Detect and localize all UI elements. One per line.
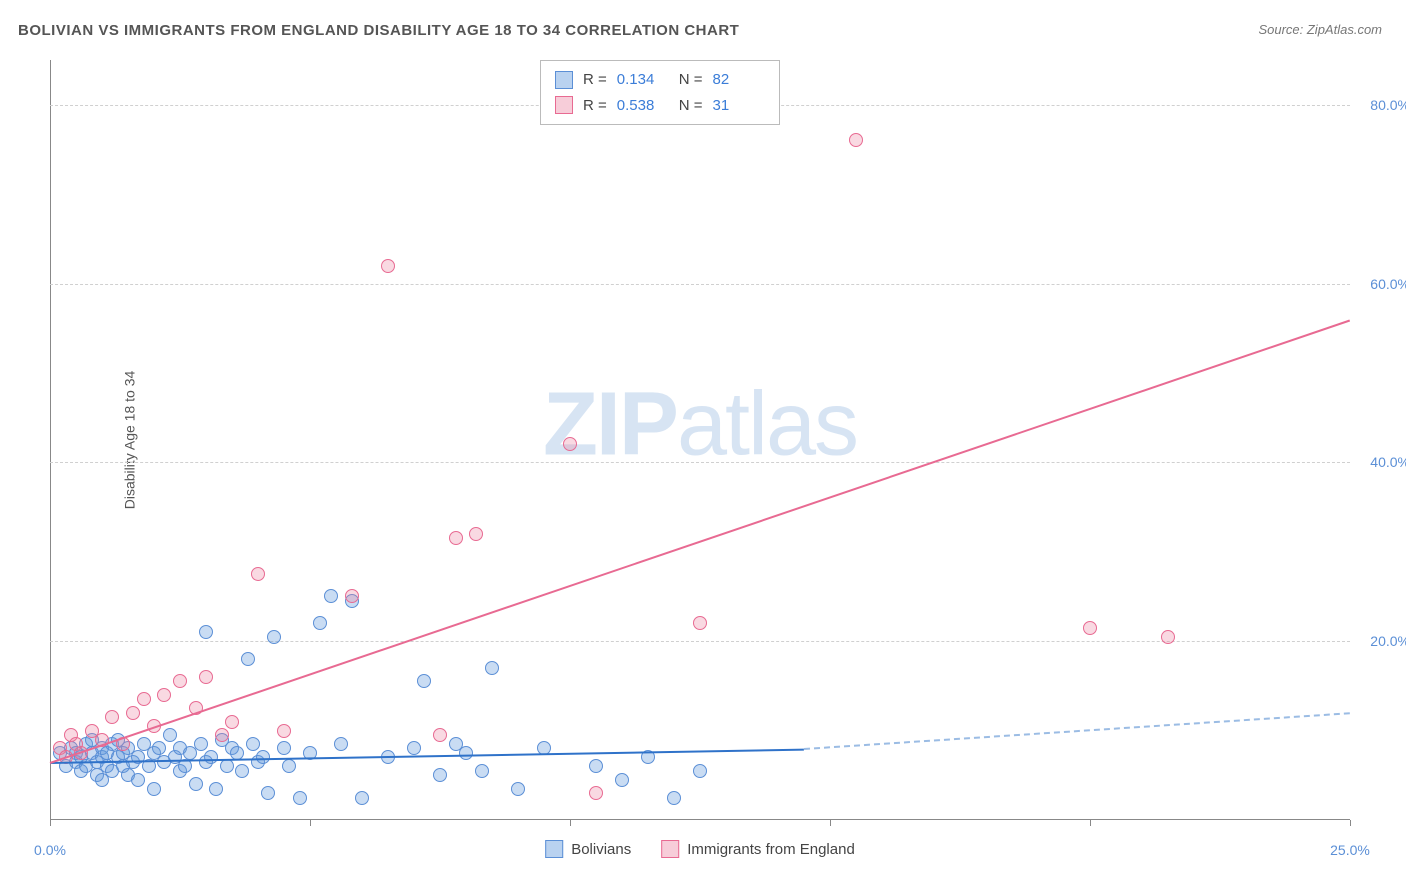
y-tick-label: 20.0% (1370, 633, 1406, 649)
scatter-point (475, 764, 489, 778)
stats-box: R = 0.134 N = 82 R = 0.538 N = 31 (540, 60, 780, 125)
scatter-point (105, 710, 119, 724)
stat-r-label: R = (583, 67, 607, 93)
stat-r-value-0: 0.134 (617, 67, 669, 93)
trend-line (804, 713, 1350, 751)
scatter-point (1161, 630, 1175, 644)
scatter-point (485, 661, 499, 675)
scatter-point (126, 706, 140, 720)
scatter-point (152, 741, 166, 755)
scatter-point (137, 692, 151, 706)
scatter-point (345, 589, 359, 603)
scatter-point (381, 259, 395, 273)
scatter-point (589, 759, 603, 773)
legend-label-0: Bolivians (571, 841, 631, 858)
scatter-point (225, 715, 239, 729)
scatter-point (282, 759, 296, 773)
legend-swatch-1 (661, 840, 679, 858)
scatter-point (313, 616, 327, 630)
stats-row-0: R = 0.134 N = 82 (555, 67, 765, 93)
scatter-point (355, 791, 369, 805)
scatter-point (849, 133, 863, 147)
scatter-point (147, 782, 161, 796)
stat-n-label: N = (679, 93, 703, 119)
x-tick (1350, 820, 1351, 826)
scatter-point (1083, 621, 1097, 635)
scatter-point (511, 782, 525, 796)
scatter-point (246, 737, 260, 751)
x-axis-line (50, 819, 1350, 820)
scatter-point (324, 589, 338, 603)
scatter-point (334, 737, 348, 751)
swatch-series-1 (555, 96, 573, 114)
plot-region: 20.0%40.0%60.0%80.0%0.0%25.0% (50, 60, 1350, 820)
x-tick-label: 25.0% (1330, 842, 1370, 858)
scatter-point (267, 630, 281, 644)
scatter-point (433, 728, 447, 742)
stats-row-1: R = 0.538 N = 31 (555, 93, 765, 119)
scatter-point (173, 674, 187, 688)
y-tick-label: 80.0% (1370, 97, 1406, 113)
trend-line (50, 319, 1351, 763)
stat-r-value-1: 0.538 (617, 93, 669, 119)
gridline (50, 284, 1350, 285)
chart-title: BOLIVIAN VS IMMIGRANTS FROM ENGLAND DISA… (18, 22, 739, 39)
gridline (50, 641, 1350, 642)
scatter-point (215, 728, 229, 742)
scatter-point (667, 791, 681, 805)
scatter-point (241, 652, 255, 666)
scatter-point (277, 741, 291, 755)
scatter-point (469, 527, 483, 541)
scatter-point (251, 567, 265, 581)
legend: Bolivians Immigrants from England (545, 840, 855, 858)
scatter-point (199, 670, 213, 684)
stat-n-label: N = (679, 67, 703, 93)
y-tick-label: 60.0% (1370, 276, 1406, 292)
legend-swatch-0 (545, 840, 563, 858)
scatter-point (693, 764, 707, 778)
scatter-point (157, 688, 171, 702)
swatch-series-0 (555, 71, 573, 89)
scatter-point (449, 531, 463, 545)
legend-item-1: Immigrants from England (661, 840, 855, 858)
stat-n-value-1: 31 (713, 93, 765, 119)
scatter-point (693, 616, 707, 630)
x-tick (830, 820, 831, 826)
x-tick (570, 820, 571, 826)
scatter-point (407, 741, 421, 755)
scatter-point (293, 791, 307, 805)
scatter-point (194, 737, 208, 751)
scatter-point (459, 746, 473, 760)
legend-item-0: Bolivians (545, 840, 631, 858)
stat-n-value-0: 82 (713, 67, 765, 93)
scatter-point (209, 782, 223, 796)
legend-label-1: Immigrants from England (687, 841, 855, 858)
scatter-point (163, 728, 177, 742)
scatter-point (220, 759, 234, 773)
x-tick (1090, 820, 1091, 826)
scatter-point (261, 786, 275, 800)
y-tick-label: 40.0% (1370, 454, 1406, 470)
scatter-point (277, 724, 291, 738)
stat-r-label: R = (583, 93, 607, 119)
x-tick (310, 820, 311, 826)
y-axis-line (50, 60, 51, 820)
x-tick (50, 820, 51, 826)
gridline (50, 462, 1350, 463)
scatter-point (131, 773, 145, 787)
scatter-point (199, 625, 213, 639)
chart-area: Disability Age 18 to 34 ZIPatlas 20.0%40… (50, 60, 1350, 820)
scatter-point (189, 777, 203, 791)
scatter-point (235, 764, 249, 778)
scatter-point (204, 750, 218, 764)
scatter-point (615, 773, 629, 787)
scatter-point (417, 674, 431, 688)
scatter-point (433, 768, 447, 782)
scatter-point (563, 437, 577, 451)
source-attribution: Source: ZipAtlas.com (1258, 22, 1382, 37)
x-tick-label: 0.0% (34, 842, 66, 858)
scatter-point (589, 786, 603, 800)
